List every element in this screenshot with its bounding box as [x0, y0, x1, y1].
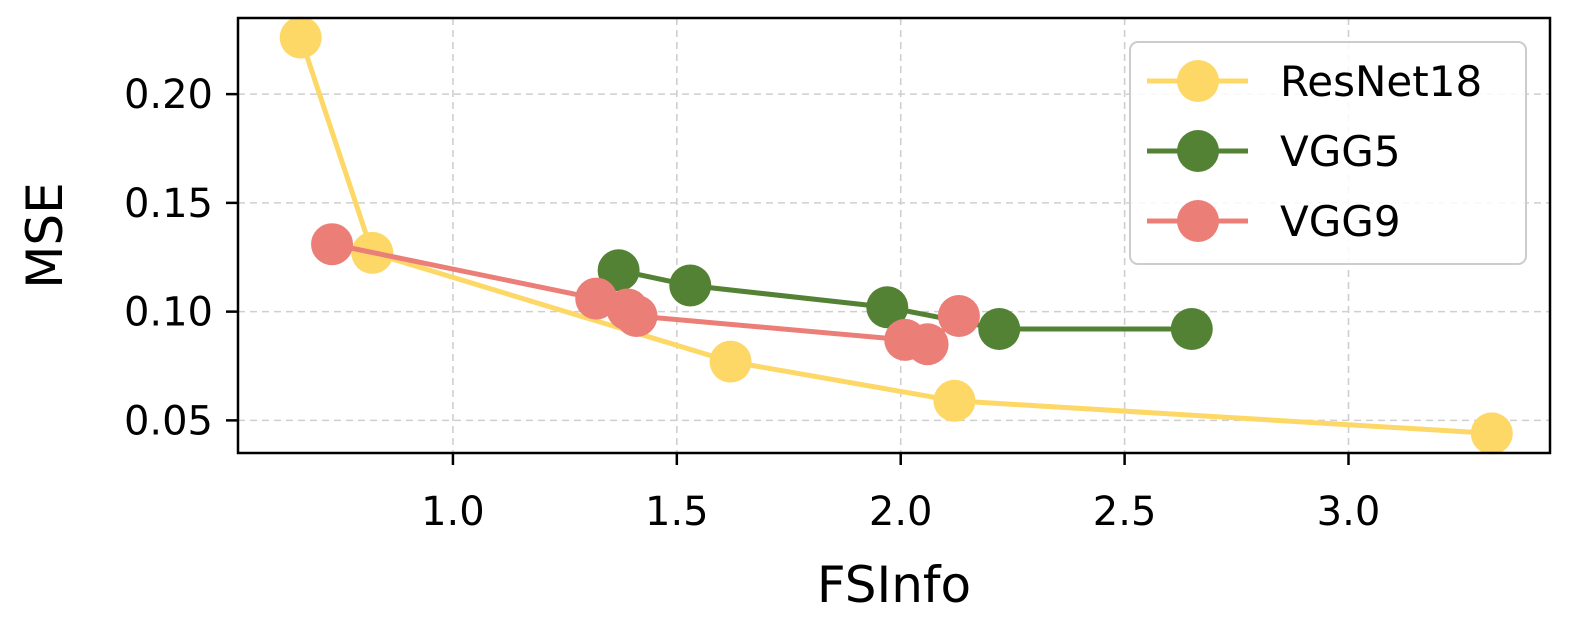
data-point — [615, 294, 658, 337]
data-point — [1170, 308, 1213, 351]
data-point — [311, 223, 354, 266]
legend-item: VGG9 — [1147, 197, 1401, 246]
legend-marker — [1177, 130, 1219, 172]
series-resnet18 — [279, 16, 1513, 455]
y-axis-title: MSE — [16, 182, 74, 288]
series-layer — [279, 16, 1513, 455]
data-point — [597, 249, 640, 292]
y-tick-label: 0.15 — [124, 181, 213, 227]
x-tick-label: 1.5 — [645, 489, 709, 535]
data-point — [279, 16, 322, 59]
legend-item: VGG5 — [1147, 127, 1401, 176]
x-tick-label: 3.0 — [1317, 489, 1381, 535]
x-tick-label: 1.0 — [421, 489, 485, 535]
legend-marker — [1177, 200, 1219, 242]
data-point — [866, 286, 909, 329]
x-axis-title: FSInfo — [817, 556, 971, 614]
legend-item: ResNet18 — [1147, 57, 1482, 106]
data-point — [709, 340, 752, 383]
ticks: 1.0 1.5 2.0 2.5 3.0 0.05 0.10 0.15 0.20 — [124, 72, 1380, 535]
data-point — [669, 264, 712, 307]
legend-label: ResNet18 — [1280, 57, 1482, 106]
y-tick-label: 0.20 — [124, 72, 213, 118]
x-tick-label: 2.5 — [1093, 489, 1157, 535]
plot-frame — [236, 16, 1552, 455]
data-point — [906, 323, 949, 366]
y-tick-label: 0.05 — [124, 398, 213, 444]
data-point — [1470, 412, 1513, 455]
legend-marker — [1177, 60, 1219, 102]
legend: ResNet18 VGG5 VGG9 — [1129, 41, 1527, 265]
data-point — [933, 379, 976, 422]
data-point — [978, 308, 1021, 351]
legend-label: VGG9 — [1280, 197, 1401, 246]
legend-label: VGG5 — [1280, 127, 1401, 176]
x-tick-label: 2.0 — [869, 489, 933, 535]
legend-box — [1129, 41, 1527, 265]
y-tick-label: 0.10 — [124, 290, 213, 336]
series-vgg9 — [311, 223, 980, 366]
series-vgg5 — [597, 249, 1213, 351]
data-point — [937, 294, 980, 337]
